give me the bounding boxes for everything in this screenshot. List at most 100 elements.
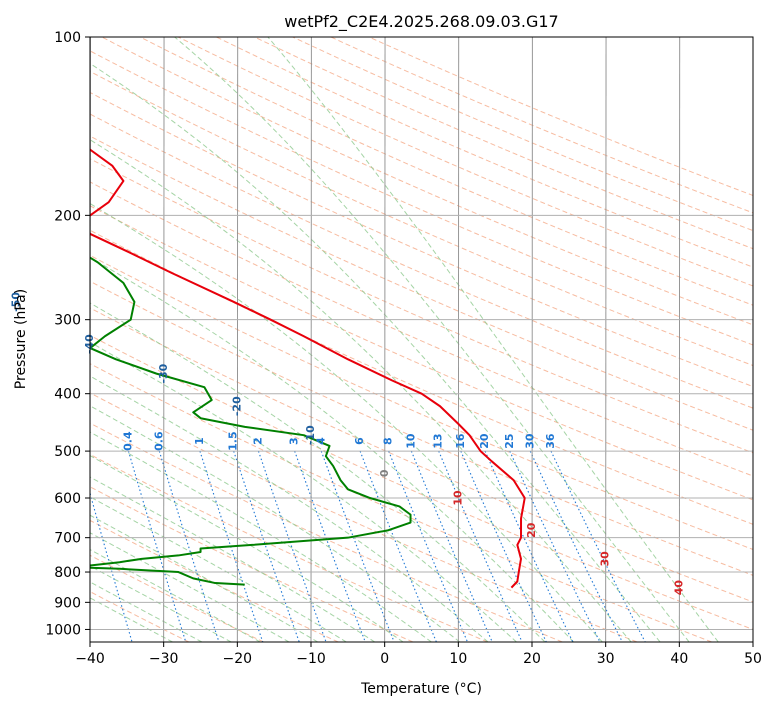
dry-adiabat <box>330 37 753 214</box>
moist-adiabat <box>90 514 319 642</box>
x-tick-label: 50 <box>744 651 762 667</box>
dry-adiabat <box>90 422 563 642</box>
mixing-ratio-label: 25 <box>503 433 516 448</box>
dry-adiabat <box>90 205 753 501</box>
mixing-ratio-label: 6 <box>353 437 366 445</box>
hot-isotherm-label: 0 <box>378 469 391 477</box>
hot-isotherm-label: 30 <box>599 551 612 567</box>
mixing-ratio-label: 13 <box>432 433 445 448</box>
y-tick-label: 400 <box>54 387 81 403</box>
y-axis-title: Pressure (hPa) <box>13 289 29 389</box>
moist-adiabat <box>90 62 661 642</box>
mixing-ratio-label: 36 <box>544 433 557 449</box>
moist-adiabat <box>90 405 461 642</box>
background-lines <box>90 37 753 642</box>
mixing-ratio-label: 10 <box>404 433 417 449</box>
dry-adiabat <box>90 158 753 454</box>
dry-adiabat <box>254 37 753 250</box>
moist-adiabat <box>90 597 173 642</box>
moist-adiabat <box>90 302 546 642</box>
mixing-ratio-line <box>257 450 327 642</box>
inline-labels: -100-90-80-70-60-50-40-30-20-100.40.611.… <box>10 292 686 596</box>
pressure-grid <box>90 37 753 630</box>
dry-adiabat <box>101 37 753 326</box>
x-tick-label: 20 <box>523 651 541 667</box>
dry-adiabat <box>292 37 753 232</box>
moist-adiabat <box>90 202 603 642</box>
x-axis-title: Temperature (°C) <box>360 681 482 697</box>
y-axis-ticks: 100 200 300 400 500 600 700 800 900 1000 <box>45 30 90 638</box>
moist-adiabat <box>90 455 404 642</box>
x-tick-label: 40 <box>670 651 688 667</box>
y-tick-label: 100 <box>54 30 81 46</box>
plot-background <box>90 37 753 642</box>
x-tick-label: −30 <box>149 651 179 667</box>
mixing-ratio-line <box>484 450 574 642</box>
dry-adiabat <box>90 70 753 367</box>
x-tick-label: −40 <box>75 651 105 667</box>
isotherm-label: -30 <box>157 363 170 383</box>
y-tick-label: 600 <box>54 491 81 507</box>
y-tick-label: 200 <box>54 208 81 224</box>
chart-title: wetPf2_C2E4.2025.268.09.03.G17 <box>284 12 558 32</box>
x-tick-label: −10 <box>296 651 326 667</box>
dry-adiabat <box>90 50 753 346</box>
mixing-ratio-line <box>388 450 469 642</box>
y-tick-label: 900 <box>54 595 81 611</box>
x-tick-label: −20 <box>223 651 253 667</box>
mixing-ratio-label: 4 <box>314 437 327 445</box>
plot-area <box>90 37 753 642</box>
mixing-ratio-line <box>509 450 601 642</box>
dewpoint-line <box>90 256 412 586</box>
mixing-ratio-label: 20 <box>478 433 491 449</box>
isotherm-label: -50 <box>10 292 23 312</box>
plot-frame <box>89 36 754 643</box>
x-tick-label: 10 <box>449 651 467 667</box>
moist-adiabat <box>90 375 489 642</box>
dry-adiabat <box>90 113 753 409</box>
mixing-ratio-label: 8 <box>382 437 395 445</box>
mixing-ratio-line <box>359 450 437 642</box>
x-tick-label: 0 <box>380 651 389 667</box>
mixing-ratio-line <box>233 450 300 642</box>
y-tick-label: 300 <box>54 313 81 329</box>
isotherm-label: -20 <box>231 396 244 416</box>
mixing-ratio-label: 0.4 <box>122 431 135 451</box>
y-tick-label: 700 <box>54 531 81 547</box>
mixing-ratio-label: 3 <box>288 437 301 445</box>
moist-adiabat <box>90 496 347 642</box>
dry-adiabat <box>216 37 753 268</box>
dry-adiabat <box>90 280 753 576</box>
x-axis-ticks: −40 −30 −20 −10 0 10 20 30 40 50 <box>75 642 762 667</box>
moist-adiabat <box>90 476 376 642</box>
mixing-ratio-label: 2 <box>252 437 265 445</box>
mixing-ratio-label: 1 <box>193 437 206 445</box>
isotherm-label: -10 <box>304 425 317 445</box>
mixing-ratio-label: 0.6 <box>152 431 165 451</box>
hot-isotherm-label: 40 <box>672 580 685 596</box>
y-tick-label: 1000 <box>45 622 81 638</box>
dry-adiabat <box>90 307 753 603</box>
mixing-ratio-line <box>320 450 395 642</box>
moist-adiabat <box>174 37 690 642</box>
axes-border <box>89 36 754 643</box>
hot-isotherm-label: 10 <box>451 490 464 506</box>
moist-adiabat <box>90 139 632 642</box>
x-tick-label: 30 <box>597 651 615 667</box>
moist-adiabat <box>90 431 432 642</box>
y-tick-label: 500 <box>54 444 81 460</box>
dry-adiabat <box>90 254 753 551</box>
dry-adiabat <box>90 334 753 630</box>
dry-adiabat <box>90 135 753 431</box>
moist-adiabat <box>267 37 719 642</box>
profile-lines <box>90 148 526 589</box>
mixing-ratio-label: 16 <box>454 433 467 449</box>
mixing-ratio-label: 1.5 <box>227 431 240 451</box>
mixing-ratio-label: 30 <box>523 433 536 449</box>
moist-adiabat <box>90 565 232 642</box>
y-tick-label: 800 <box>54 565 81 581</box>
moist-adiabat <box>90 581 203 642</box>
moist-adiabat <box>90 256 574 642</box>
mixing-ratio-line <box>158 450 220 642</box>
